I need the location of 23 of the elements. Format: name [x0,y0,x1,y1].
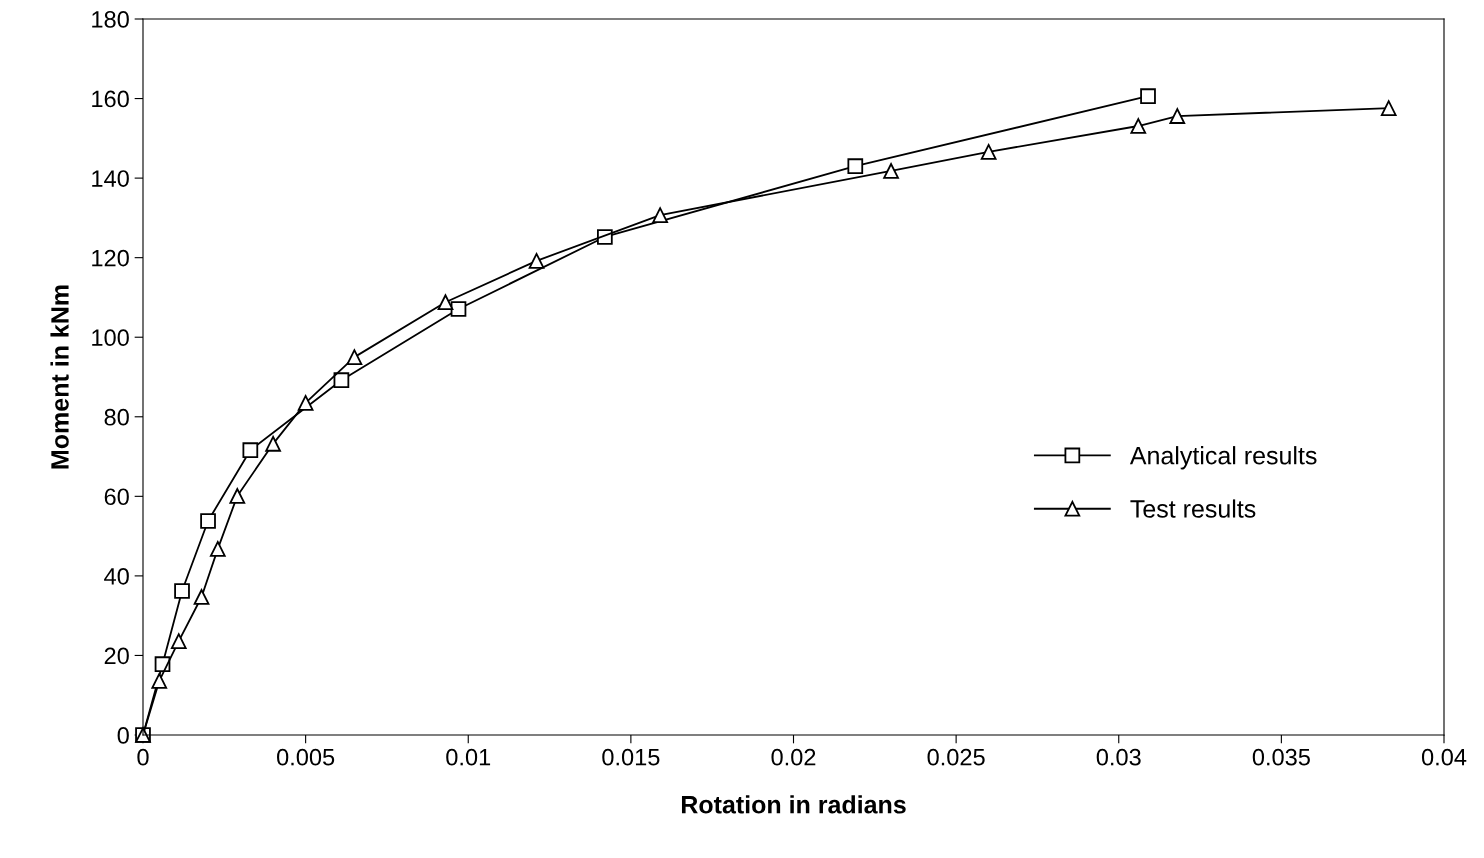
y-tick-label: 180 [92,11,129,28]
legend-label: Test results [1130,499,1256,518]
x-tick-label: 0.015 [602,748,660,766]
y-tick-label: 40 [104,567,129,585]
x-tick-label: 0.04 [1421,748,1467,766]
x-tick-label: 0.03 [1096,748,1141,766]
x-tick-label: 0 [137,748,149,766]
x-axis-title: Rotation in radians [681,795,906,814]
y-tick-label: 120 [92,249,129,267]
y-tick-label: 80 [104,408,129,426]
y-tick-label: 160 [92,90,129,108]
x-tick-label: 0.035 [1252,748,1310,766]
x-tick-label: 0.01 [446,748,491,766]
y-tick-label: 140 [92,170,129,187]
y-tick-label: 100 [92,329,129,347]
x-tick-label: 0.025 [927,748,985,766]
x-tick-label: 0.02 [771,748,816,766]
x-tick-label: 0.005 [277,748,335,766]
legend-label: Analytical results [1129,446,1317,470]
y-tick-label: 60 [104,488,129,506]
y-tick-label: 20 [104,647,129,665]
y-tick-label: 0 [117,727,129,744]
y-axis-title: Moment in kNm [50,285,69,469]
